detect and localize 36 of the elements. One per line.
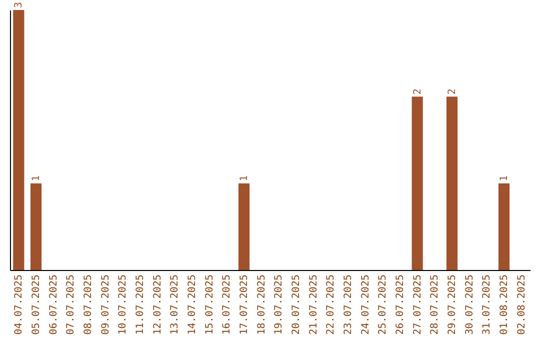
x-tick-label: 19.07.2025 <box>274 274 285 335</box>
data-label: 1 <box>499 175 510 182</box>
x-tick-label: 25.07.2025 <box>378 274 389 335</box>
x-tick-label: 21.07.2025 <box>308 274 320 335</box>
x-tick-label: 23.07.2025 <box>343 274 354 335</box>
x-tick-label: 18.07.2025 <box>256 274 268 335</box>
x-tick-label: 16.07.2025 <box>222 274 233 335</box>
data-label: 2 <box>447 88 458 95</box>
x-tick-label: 22.07.2025 <box>326 274 337 335</box>
x-tick-label: 02.08.2025 <box>516 274 528 335</box>
x-tick-label: 30.07.2025 <box>464 274 476 335</box>
data-label: 1 <box>239 175 250 182</box>
x-tick-label: 26.07.2025 <box>395 274 406 335</box>
x-tick-label: 11.07.2025 <box>135 274 146 335</box>
x-tick-label: 27.07.2025 <box>412 274 424 335</box>
x-tick-label: 09.07.2025 <box>100 274 112 335</box>
x-tick-label: 10.07.2025 <box>118 274 129 335</box>
x-tick-label: 05.07.2025 <box>31 274 42 335</box>
x-tick-label: 28.07.2025 <box>430 274 441 335</box>
x-tick-label: 29.07.2025 <box>447 274 458 335</box>
x-tick-label: 17.07.2025 <box>239 274 250 335</box>
x-tick-label: 31.07.2025 <box>482 274 493 335</box>
x-tick-label: 01.08.2025 <box>499 274 510 335</box>
x-tick-label: 15.07.2025 <box>204 274 216 335</box>
x-tick-label: 08.07.2025 <box>83 274 94 335</box>
data-label: 3 <box>14 2 25 8</box>
data-label: 1 <box>31 175 42 182</box>
x-tick-label: 13.07.2025 <box>170 274 181 335</box>
x-tick-label: 04.07.2025 <box>14 274 25 335</box>
data-label: 2 <box>412 88 424 95</box>
x-tick-label: 24.07.2025 <box>360 274 372 335</box>
x-tick-label: 06.07.2025 <box>48 274 60 335</box>
x-tick-label: 07.07.2025 <box>66 274 77 335</box>
x-tick-label: 12.07.2025 <box>152 274 164 335</box>
x-tick-label: 20.07.2025 <box>291 274 302 335</box>
x-tick-label: 14.07.2025 <box>187 274 198 335</box>
